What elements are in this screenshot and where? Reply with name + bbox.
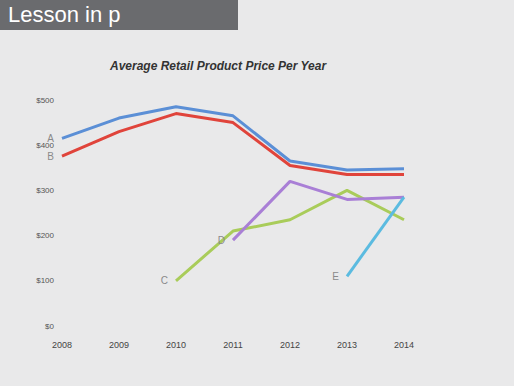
svg-text:$200: $200 — [36, 231, 54, 240]
svg-text:Average Retail Product Price P: Average Retail Product Price Per Year — [109, 59, 327, 73]
svg-text:D: D — [218, 235, 225, 246]
html-text:Lesson in p: Lesson in p — [8, 2, 121, 27]
svg-text:$100: $100 — [36, 276, 54, 285]
svg-text:$500: $500 — [36, 96, 54, 105]
svg-text:2010: 2010 — [166, 340, 186, 350]
svg-text:C: C — [161, 275, 168, 286]
svg-text:2012: 2012 — [280, 340, 300, 350]
svg-text:2008: 2008 — [52, 340, 72, 350]
svg-text:2013: 2013 — [337, 340, 357, 350]
svg-text:2009: 2009 — [109, 340, 129, 350]
svg-text:$300: $300 — [36, 186, 54, 195]
svg-text:E: E — [332, 271, 339, 282]
svg-text:A: A — [47, 133, 54, 144]
svg-text:B: B — [47, 151, 54, 162]
svg-text:2011: 2011 — [223, 340, 242, 350]
svg-text:$0: $0 — [45, 322, 54, 331]
svg-text:2014: 2014 — [394, 340, 414, 350]
svg-text:$400: $400 — [36, 140, 54, 150]
